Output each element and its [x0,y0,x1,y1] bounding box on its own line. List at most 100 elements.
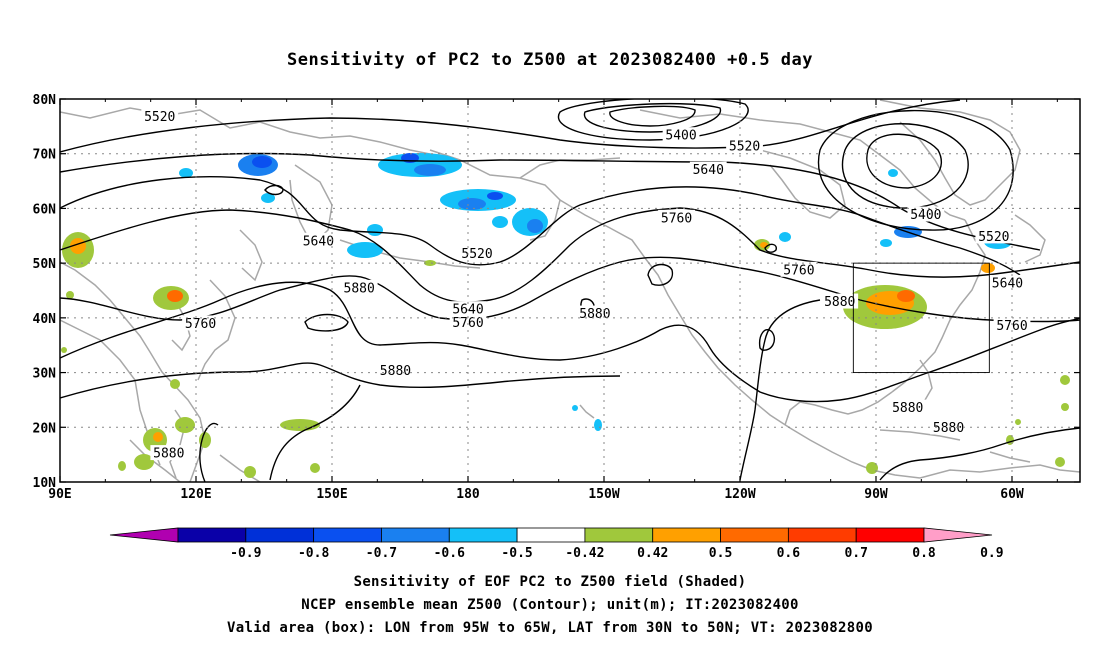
colorbar-swatch [177,527,247,543]
contour-label: 5760 [996,319,1027,334]
lon-tick-label: 150E [316,487,347,502]
colorbar-swatch [516,527,586,543]
sensitivity-patch [153,432,163,442]
sensitivity-patch [280,419,320,431]
colorbar-swatch [313,527,382,543]
contour-label: 5520 [978,230,1009,245]
contour-label-bg [780,261,818,277]
sensitivity-patch [458,198,486,210]
lat-tick-label: 10N [33,476,57,491]
colorbar-swatch [448,527,518,543]
lon-tick-label: 90E [48,487,71,502]
caption-shading: Sensitivity of EOF PC2 to Z500 field (Sh… [353,574,747,590]
colorbar-swatch [381,527,450,543]
sensitivity-patch [310,463,320,473]
page-title: Sensitivity of PC2 to Z500 at 2023082400… [286,50,813,70]
sensitivity-patch [424,260,436,266]
sensitivity-patch [61,347,67,353]
sensitivity-patch [888,169,898,177]
lat-tick-label: 20N [33,421,57,436]
sensitivity-patch [880,239,892,247]
contour-label-bg [377,362,414,378]
contour-label: 5880 [579,307,610,322]
sensitivity-patch [199,432,211,448]
contour-label: 5760 [783,263,814,278]
contour-label: 5400 [665,129,696,144]
contour-label: 5640 [303,234,334,249]
sensitivity-patch [1060,375,1070,385]
sensitivity-patch [70,238,86,254]
contour-label-bg [889,399,927,415]
contour-label: 5640 [693,163,724,178]
contour-labels: 5520 5400 5520 5640 5760 5640 5520 5400 5520 5760… [141,108,1031,462]
colorbar-label: 0.8 [912,546,936,561]
colorbar-label: 0.42 [637,546,668,561]
colorbar-label: 0.7 [844,546,867,561]
contour-label-bg [689,161,727,177]
sensitivity-patch [527,219,543,233]
sensitivity-patch [170,379,180,389]
sensitivity-patch [347,242,383,258]
contour-label-bg [449,301,487,317]
contour-label: 5880 [380,364,411,379]
sensitivity-patch [167,290,183,302]
sensitivity-patch [175,417,195,433]
contour-label: 5880 [344,281,375,296]
colorbar-label: -0.6 [434,546,465,561]
colorbar-swatch [720,527,789,543]
sensitivity-patch [134,454,154,470]
contour-label-bg [658,209,695,225]
colorbar-swatch [652,527,721,543]
contour-label: 5880 [892,401,923,416]
colorbar-label: 0.5 [709,546,732,561]
contour-label: 5520 [729,140,760,155]
sensitivity-patch [981,263,995,273]
caption-valid-area: Valid area (box): LON from 95W to 65W, L… [227,620,873,636]
contour-label: 5760 [185,317,216,332]
colorbar-label: -0.5 [501,546,532,561]
colorbar-label: -0.9 [230,546,261,561]
coastlines [60,99,1080,482]
colorbar-swatch [855,527,925,543]
colorbar: -0.9 -0.8 -0.7 -0.6 -0.5 -0.42 0.42 0.5 0.6 0.7 0.… [109,527,1004,561]
z500-contours [60,99,1080,482]
lon-tick-label: 90W [864,487,888,502]
contour-label-bg [449,314,487,330]
colorbar-swatch [245,527,315,543]
sensitivity-patch [118,461,126,471]
lat-tick-label: 30N [33,367,57,382]
lon-tick-label: 150W [588,487,619,502]
caption-contours: NCEP ensemble mean Z500 (Contour); unit(… [301,597,799,613]
lat-tick-label: 50N [33,257,57,272]
sensitivity-patch [66,291,74,299]
sensitivity-patch [487,192,503,200]
sensitivity-patch [367,224,383,236]
contour-label: 5520 [144,110,175,125]
contour-label-bg [975,228,1013,244]
contour-label-bg [907,206,945,222]
sensitivity-patch [179,168,193,178]
sensitivity-patch [1015,419,1021,425]
contour-label: 5880 [153,447,184,462]
lon-tick-label: 120W [724,487,755,502]
sensitivity-patch [252,156,272,168]
contour-label-bg [458,245,496,261]
sensitivity-patch [1061,403,1069,411]
contour-label-bg [150,445,188,461]
lon-tick-label: 120E [180,487,211,502]
sensitivity-patch [572,405,578,411]
plot-frame [59,98,1081,483]
grid-lines [60,99,1080,482]
contour-label-bg [821,293,859,309]
sensitivity-patch [261,193,275,203]
colorbar-low-extension [109,527,179,543]
colorbar-swatch [787,527,857,543]
contour-label: 5640 [992,276,1023,291]
sensitivity-patch [244,466,256,478]
colorbar-label: 0.6 [777,546,801,561]
lon-tick-label: 180 [456,487,480,502]
sensitivity-patch [594,419,602,431]
sensitivity-patch [866,462,878,474]
